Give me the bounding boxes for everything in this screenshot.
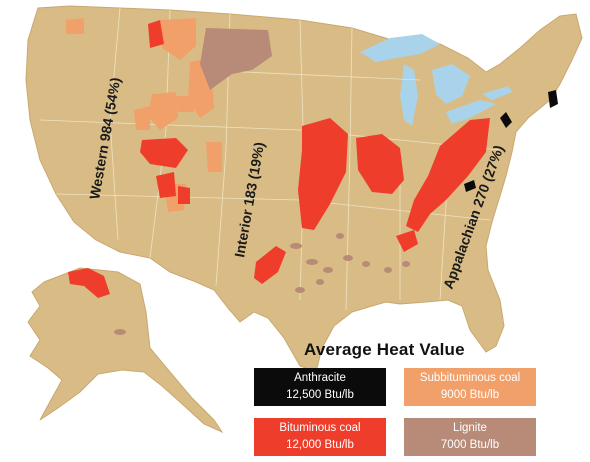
lignite-deposits <box>114 28 410 335</box>
legend-anthracite-value: 12,500 Btu/lb <box>286 389 354 401</box>
legend-bituminous-value: 12,000 Btu/lb <box>286 439 354 451</box>
legend-lignite-name: Lignite <box>453 422 487 434</box>
legend-bituminous-name: Bituminous coal <box>279 422 361 434</box>
bituminous-deposits <box>68 20 490 298</box>
legend-title: Average Heat Value <box>304 340 465 359</box>
legend-subbituminous-name: Subbituminous coal <box>419 372 521 384</box>
legend-subbituminous-value: 9000 Btu/lb <box>440 389 500 401</box>
alaska-land <box>27 267 224 434</box>
legend-anthracite-name: Anthracite <box>294 372 346 384</box>
legend-bituminous: Bituminous coal 12,000 Btu/lb <box>254 418 386 456</box>
legend-lignite-value: 7000 Btu/lb <box>440 439 500 451</box>
anthracite-deposits <box>464 90 558 192</box>
legend-subbituminous: Subbituminous coal 9000 Btu/lb <box>404 368 536 406</box>
legend: Average Heat Value Anthracite 12,500 Btu… <box>254 338 546 458</box>
legend-anthracite: Anthracite 12,500 Btu/lb <box>254 368 386 406</box>
legend-lignite: Lignite 7000 Btu/lb <box>404 418 536 456</box>
